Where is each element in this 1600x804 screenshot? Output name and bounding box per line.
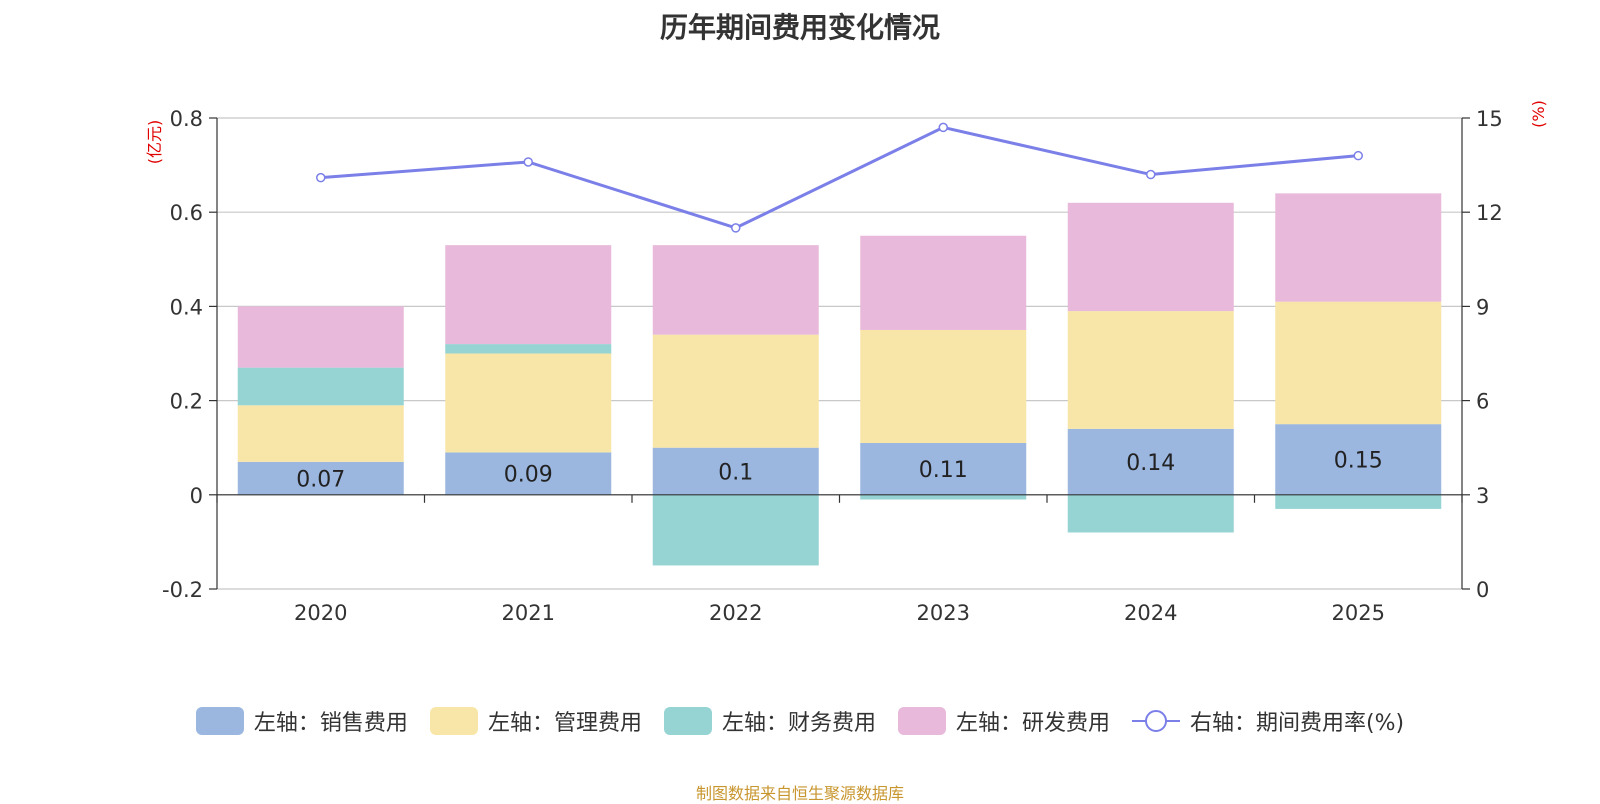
bar-segment-2 [1275,494,1442,509]
legend-swatch-rnd [897,707,946,735]
bar-segment-3 [237,306,404,368]
bar-segment-1 [1275,301,1442,425]
bar-segment-2 [1067,494,1234,533]
bar-segment-3 [445,245,612,345]
bar-segment-0 [860,442,1027,495]
x-tick-label: 2022 [709,601,762,625]
bar-value-label: 0.09 [504,463,553,488]
x-tick-label: 2023 [917,601,970,625]
bar-segment-3 [1275,193,1442,302]
bar-value-label: 0.11 [919,458,968,483]
right-tick-label: 12 [1476,201,1503,225]
bar-segment-3 [652,245,819,335]
legend: 左轴：销售费用 左轴：管理费用 左轴：财务费用 左轴：研发费用 右轴：期间费用率… [0,705,1600,737]
rate-point [731,223,741,233]
legend-item-sales[interactable]: 左轴：销售费用 [195,705,408,737]
right-tick-label: 6 [1476,390,1489,414]
legend-label-admin: 左轴：管理费用 [487,711,642,736]
left-tick-label: 0 [190,484,203,508]
left-tick-label: -0.2 [162,578,203,602]
legend-line-icon [1131,710,1180,732]
bar-segment-3 [860,235,1027,330]
chart-title: 历年期间费用变化情况 [659,11,940,44]
bar-segment-1 [445,353,612,453]
legend-swatch-finance [663,707,712,735]
bar-segment-2 [237,367,404,406]
bar-value-label: 0.1 [718,460,753,485]
left-axis-unit: (亿元) [145,120,164,165]
bar-segment-1 [237,405,404,462]
x-tick-label: 2021 [502,601,555,625]
bar-segment-1 [1067,311,1234,429]
rate-point [523,157,533,167]
bar-value-label: 0.15 [1334,448,1383,473]
left-tick-label: 0.4 [170,295,203,319]
rate-line [320,125,1359,230]
bar-segment-2 [652,494,819,566]
x-tick-label: 2025 [1332,601,1385,625]
right-tick-label: 15 [1476,107,1503,131]
legend-item-finance[interactable]: 左轴：财务费用 [663,705,876,737]
x-tick-label: 2020 [294,601,347,625]
x-tick-label: 2024 [1124,601,1177,625]
bar-segment-1 [860,329,1027,443]
bar-segment-2 [860,494,1027,500]
bar-segment-3 [1067,202,1234,312]
rate-point [1146,169,1156,180]
legend-label-rnd: 左轴：研发费用 [955,711,1110,736]
legend-item-rnd[interactable]: 左轴：研发费用 [897,705,1110,737]
rate-point [316,172,326,183]
legend-label-sales: 左轴：销售费用 [253,711,408,736]
right-tick-label: 9 [1476,295,1489,319]
left-tick-label: 0.6 [170,201,203,225]
bar-segment-1 [652,334,819,448]
data-source-note: 制图数据来自恒生聚源数据库 [695,784,904,803]
bar-segment-2 [445,344,612,354]
bar-segment-0 [1275,424,1442,495]
right-tick-label: 3 [1476,484,1489,508]
rate-point [938,122,948,133]
left-tick-label: 0.8 [170,107,203,131]
bar-segment-0 [1067,428,1234,495]
legend-swatch-admin [429,707,478,735]
rate-point [1353,150,1363,161]
bar-segment-0 [237,461,404,495]
chart-canvas: -0.2 0 0.2 0.4 0.6 0.8 0 3 6 9 12 15 (亿元) (%) 0.07 0.09… [145,100,1548,625]
right-axis-unit: (%) [1529,100,1548,128]
bar-segment-0 [652,447,819,495]
right-tick-label: 0 [1476,578,1489,602]
bar-value-label: 0.07 [296,467,345,492]
legend-item-admin[interactable]: 左轴：管理费用 [429,705,642,737]
legend-item-rate[interactable]: 右轴：期间费用率(%) [1131,705,1405,737]
bar-segment-0 [445,452,612,495]
left-tick-label: 0.2 [170,390,203,414]
legend-label-finance: 左轴：财务费用 [721,711,876,736]
legend-swatch-sales [195,707,244,735]
legend-label-rate: 右轴：期间费用率(%) [1189,711,1405,736]
bar-value-label: 0.14 [1126,451,1175,476]
